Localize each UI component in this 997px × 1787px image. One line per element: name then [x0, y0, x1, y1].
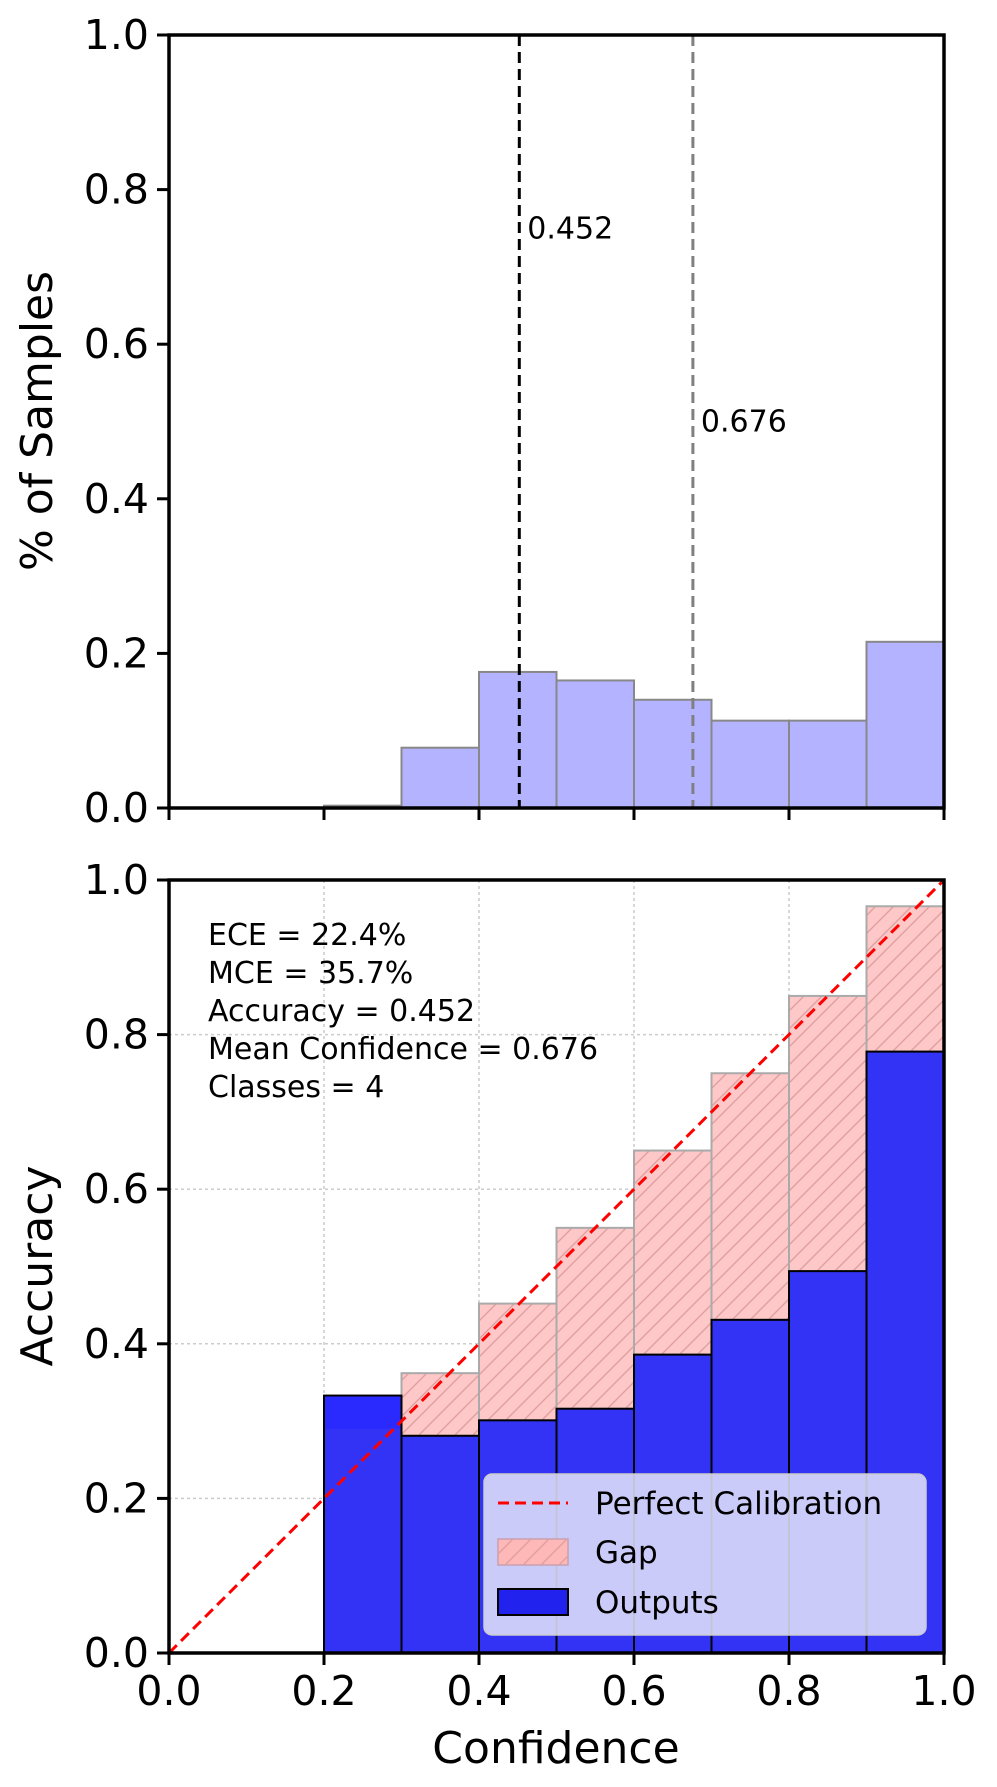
histogram-bar [400, 746, 480, 809]
reliability-x-tick-label: 0.0 [136, 1667, 201, 1715]
mean-confidence-line-label: 0.676 [701, 405, 787, 440]
reliability-y-ticks: 0.0 0.2 0.4 0.6 0.8 1.0 [84, 856, 169, 1677]
histogram-y-tick-label: 0.4 [84, 475, 149, 523]
reliability-plot-frame [167, 878, 946, 1655]
reliability-x-tick-label: 0.6 [601, 1667, 666, 1715]
histogram-y-axis-title: % of Samples [12, 271, 63, 571]
reliability-y-tick-label: 0.0 [84, 1629, 149, 1677]
stat-accuracy: Accuracy = 0.452 [208, 994, 475, 1029]
histogram-plot-frame [167, 33, 946, 810]
mean-lines: 0.452 0.676 [517, 35, 787, 808]
confidence-histogram-panel: 0.452 0.676 0.0 0.2 0.4 0.6 0.8 1.0 % of Sampl… [12, 11, 946, 832]
reliability-y-axis-title: Accuracy [12, 1166, 63, 1367]
legend-box [483, 1473, 927, 1636]
reliability-y-tick-label: 0.4 [84, 1320, 149, 1368]
reliability-y-tick-label: 0.6 [84, 1165, 149, 1213]
stat-ece: ECE = 22.4% [208, 918, 406, 953]
histogram-bar [478, 670, 558, 810]
output-bar [323, 1394, 403, 1654]
perfect-calibration-line [167, 878, 946, 1655]
stat-mce: MCE = 35.7% [208, 956, 413, 991]
gap-bar-hatch [478, 1302, 558, 1422]
histogram-bar [710, 719, 790, 809]
reliability-y-tick-label: 0.8 [84, 1011, 149, 1059]
reliability-x-tick-label: 1.0 [911, 1667, 976, 1715]
stat-classes: Classes = 4 [208, 1070, 384, 1105]
reliability-x-ticks: 0.0 0.2 0.4 0.6 0.8 1.0 [136, 1653, 977, 1715]
reliability-x-axis-title: Confidence [432, 1723, 679, 1774]
histogram-y-tick-label: 0.8 [84, 166, 149, 214]
histogram-y-tick-label: 0.2 [84, 629, 149, 677]
reliability-x-tick-label: 0.8 [756, 1667, 821, 1715]
legend-swatch-gap-hatch [498, 1539, 568, 1565]
reliability-x-tick-label: 0.2 [291, 1667, 356, 1715]
gap-bar-hatch [788, 994, 868, 1273]
output-bar [400, 1434, 480, 1654]
histogram-y-ticks: 0.0 0.2 0.4 0.6 0.8 1.0 [84, 11, 169, 832]
histogram-bars [323, 640, 945, 810]
legend: Perfect Calibration Gap Outputs [483, 1473, 927, 1636]
legend-label-perfect-calibration: Perfect Calibration [595, 1486, 882, 1522]
reliability-diagram-panel: 0.0 0.2 0.4 0.6 0.8 1.0 0.0 0.2 0.4 0.6 0.8 1.0 Ac… [12, 856, 977, 1774]
histogram-y-tick-label: 0.0 [84, 784, 149, 832]
histogram-x-ticks [167, 808, 946, 820]
legend-label-outputs: Outputs [595, 1585, 719, 1621]
calibration-stats-box: ECE = 22.4% MCE = 35.7% Accuracy = 0.452… [208, 918, 598, 1105]
reliability-x-tick-label: 0.4 [446, 1667, 511, 1715]
gap-bar-hatch [710, 1072, 790, 1321]
histogram-bar [633, 698, 713, 810]
reliability-bars [323, 905, 945, 1655]
histogram-y-tick-label: 0.6 [84, 320, 149, 368]
output-gap-overlap [325, 1396, 401, 1429]
reliability-y-tick-label: 0.2 [84, 1474, 149, 1522]
histogram-y-tick-label: 1.0 [84, 11, 149, 59]
reliability-y-tick-label: 1.0 [84, 856, 149, 904]
histogram-bar [865, 640, 945, 809]
legend-swatch-outputs [497, 1588, 569, 1616]
histogram-bar [788, 719, 868, 809]
legend-label-gap: Gap [595, 1535, 658, 1571]
histogram-bar [555, 679, 635, 810]
gap-bar-hatch [633, 1149, 713, 1356]
accuracy-line-label: 0.452 [527, 211, 613, 246]
gap-bar-hatch [865, 905, 945, 1053]
stat-mean-confidence: Mean Confidence = 0.676 [208, 1032, 598, 1067]
